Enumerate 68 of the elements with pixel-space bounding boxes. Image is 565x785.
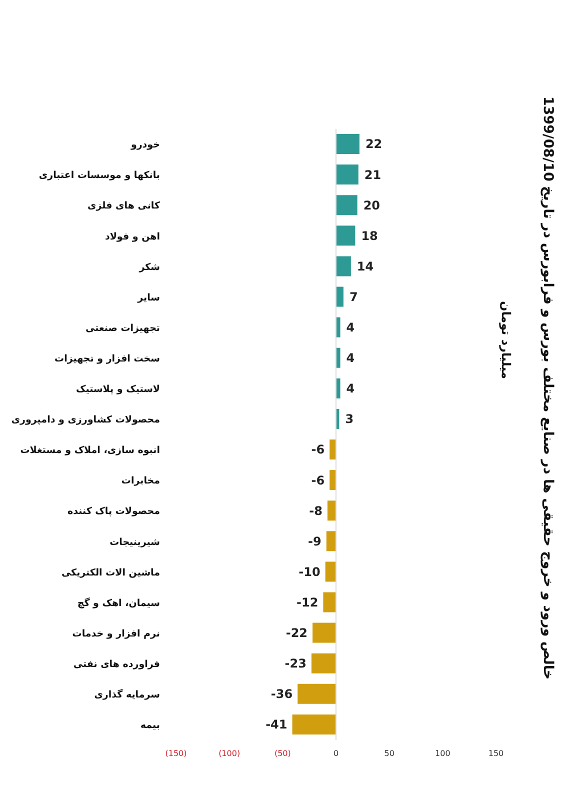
y-tick-label: محصولات پاک کننده (67, 506, 160, 518)
y-tick-label: شیرینیجات (110, 536, 160, 548)
data-label: 22 (365, 137, 382, 152)
x-tick-label: 150 (488, 749, 504, 758)
data-label: 4 (346, 320, 355, 334)
bar (312, 622, 336, 643)
data-label: -12 (296, 595, 318, 610)
y-tick-label: بانکها و موسسات اعتباری (38, 170, 160, 182)
x-tick-label: (100) (218, 749, 240, 758)
bar (336, 164, 358, 185)
bar (327, 500, 336, 521)
bar (336, 348, 340, 368)
y-tick-label: ماشین الات الکتریکی (61, 567, 160, 578)
bar (292, 714, 336, 734)
bar (330, 470, 336, 490)
data-label: 21 (364, 168, 382, 182)
data-label: -36 (270, 687, 293, 702)
data-label: 3 (345, 412, 354, 426)
bar (336, 317, 340, 338)
y-tick-label: تجهیزات صنعتی (86, 322, 160, 334)
data-label: 4 (346, 351, 355, 366)
bar (325, 562, 336, 582)
x-tick-label: (150) (165, 749, 187, 758)
x-tick-label: 0 (333, 749, 339, 758)
x-tick-label: (50) (274, 749, 291, 758)
text: میلیارد تومان (498, 300, 514, 382)
data-label: -6 (311, 473, 325, 488)
data-label: -23 (284, 656, 306, 671)
data-label: -9 (308, 534, 322, 548)
y-tick-label: انبوه سازی، املاک و مستغلات (20, 445, 160, 456)
y-tick-label: بیمه (140, 720, 160, 732)
bar (336, 226, 356, 246)
data-label: 14 (356, 259, 374, 274)
bar (326, 531, 336, 552)
x-tick-label: 50 (384, 749, 394, 758)
y-tick-label: سخت افزار و تجهیزات (54, 353, 160, 364)
y-tick-label: اهن و فولاد (104, 231, 160, 242)
bar (336, 195, 358, 216)
y-tick-label: فراورده های نفتی (73, 658, 160, 670)
data-label: -22 (286, 626, 308, 640)
data-label: -6 (311, 442, 325, 457)
data-label: -41 (266, 718, 288, 732)
bar (336, 378, 340, 398)
text: خالص ورود و خروج حقیقی ها در صنایع مختلف بورس و فرابورس در تاریخ 1399/08/10 (539, 95, 557, 682)
y-tick-label: نرم افزار و خدمات (72, 628, 160, 640)
y-tick-label: مخابرات (121, 476, 160, 487)
y-tick-label: محصولات کشاورزی و دامپروری (11, 414, 160, 426)
y-tick-label: لاستیک و پلاستیک (76, 384, 160, 395)
y-tick-label: سایر (136, 292, 160, 304)
bar (336, 134, 360, 154)
data-label: -10 (298, 564, 320, 579)
data-label: -8 (309, 504, 322, 518)
y-tick-label: سیمان، اهک و گچ (77, 596, 160, 609)
y-tick-label: کانی های فلزی (88, 200, 160, 212)
bar (298, 684, 336, 704)
x-tick-label: 100 (435, 749, 450, 758)
data-label: 20 (363, 198, 380, 212)
data-label: 18 (361, 228, 378, 243)
y-tick-label: شکر (138, 262, 160, 273)
y-tick-label: خودرو (130, 140, 160, 151)
data-label: 4 (346, 382, 355, 396)
data-label: 7 (349, 290, 358, 304)
bar (336, 286, 344, 307)
bar (330, 440, 336, 460)
y-tick-label: سرمایه گذاری (94, 688, 160, 700)
bar (336, 256, 351, 276)
bar (323, 592, 336, 612)
bar (311, 653, 336, 674)
